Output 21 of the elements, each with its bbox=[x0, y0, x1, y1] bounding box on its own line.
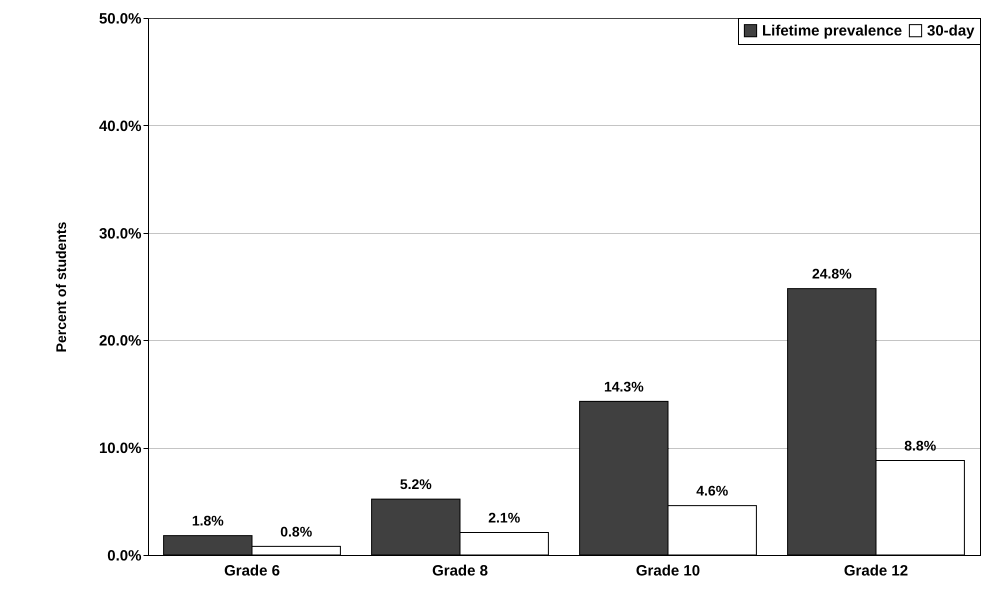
data-label: 4.6% bbox=[696, 482, 729, 499]
x-tick-label: Grade 10 bbox=[636, 562, 700, 580]
y-tick-label: 20.0% bbox=[98, 332, 142, 350]
data-label: 5.2% bbox=[400, 476, 432, 492]
data-label: 0.8% bbox=[280, 523, 313, 540]
y-tick-label: 10.0% bbox=[98, 440, 142, 458]
data-label: 14.3% bbox=[604, 378, 644, 394]
data-label: 2.1% bbox=[488, 509, 521, 526]
x-tick-label: Grade 12 bbox=[844, 562, 908, 580]
data-label: 8.8% bbox=[904, 437, 937, 454]
y-axis-title: Percent of students bbox=[52, 221, 69, 352]
data-label: 24.8% bbox=[812, 266, 852, 282]
x-tick-label: Grade 6 bbox=[224, 562, 280, 580]
legend-label: 30-day bbox=[927, 22, 976, 40]
y-tick-label: 50.0% bbox=[98, 10, 142, 28]
legend-label: Lifetime prevalence bbox=[762, 22, 902, 40]
y-tick-label: 0.0% bbox=[107, 548, 142, 564]
y-tick-label: 30.0% bbox=[98, 225, 142, 242]
data-label: 1.8% bbox=[192, 512, 224, 529]
x-tick-label: Grade 8 bbox=[432, 562, 488, 580]
y-tick-label: 40.0% bbox=[98, 118, 142, 135]
